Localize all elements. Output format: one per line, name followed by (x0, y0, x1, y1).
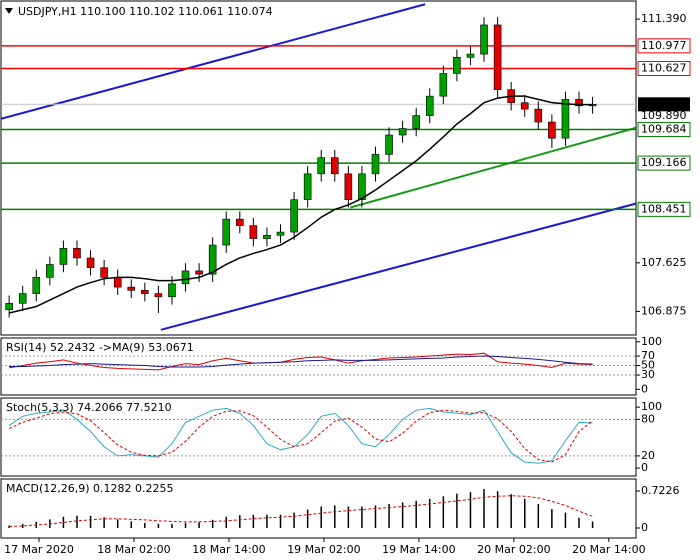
candle-body (358, 173, 366, 201)
candle-body (208, 244, 217, 275)
x-tick-label: 18 Mar 14:00 (192, 543, 265, 556)
y-tick-label: 20 (641, 449, 655, 462)
candle-body (290, 199, 298, 233)
trend-line (1, 3, 426, 120)
candle-body (195, 270, 203, 275)
level-label: 110.977 (641, 39, 687, 52)
indicator-line (9, 352, 593, 371)
indicator-line (9, 355, 593, 368)
panel-title: RSI(14) 52.2432 ->MA(9) 53.0671 (6, 341, 194, 354)
candle-body (385, 134, 393, 155)
x-tick-label: 19 Mar 02:00 (287, 543, 360, 556)
level-label-box (637, 61, 691, 77)
level-label-box (637, 155, 691, 171)
candle-body (520, 102, 529, 110)
candle-body (317, 157, 326, 175)
y-tick-label: 100 (641, 400, 662, 413)
plot-area (1, 3, 636, 331)
level-label-box (637, 122, 691, 138)
candle-body (181, 270, 190, 285)
level-label: 109.684 (641, 123, 687, 136)
panel-frame (0, 478, 637, 539)
current-price-box (638, 97, 690, 112)
candle-body (330, 157, 339, 175)
panel-title: MACD(12,26,9) 0.1282 0.2255 (6, 482, 174, 495)
candle-body (480, 24, 488, 55)
x-tick-label: 20 Mar 14:00 (572, 543, 645, 556)
panel-title: Stoch(5,3,3) 74.2066 77.5210 (6, 401, 172, 414)
candle-body (168, 283, 176, 298)
candle-body (222, 218, 231, 246)
candle-body (371, 154, 380, 175)
y-tick-label: 106.875 (641, 304, 687, 317)
candle-body (439, 73, 448, 97)
candle-body (561, 99, 570, 139)
candle-body (534, 108, 543, 123)
candle-body (46, 264, 54, 278)
candle-body (466, 53, 475, 58)
y-tick-label: 80 (641, 412, 655, 425)
candle-body (32, 277, 41, 294)
level-label: 109.166 (641, 156, 687, 169)
trend-line (350, 126, 636, 209)
candle-body (412, 115, 420, 129)
candle-body (249, 225, 258, 239)
x-tick-label: 17 Mar 2020 (4, 543, 74, 556)
y-tick-label: 0.7226 (641, 484, 680, 497)
y-tick-label: 100 (641, 335, 662, 348)
x-tick-label: 18 Mar 02:00 (97, 543, 170, 556)
y-tick-label: 30 (641, 368, 655, 381)
candle-body (73, 247, 81, 259)
chart-title: USDJPY,H1 110.100 110.102 110.061 110.07… (18, 5, 273, 18)
candle-body (100, 267, 108, 278)
moving-average (8, 95, 593, 314)
candle-body (113, 277, 122, 288)
candle-body (453, 57, 461, 74)
level-label: 108.451 (641, 202, 687, 215)
level-label-box (637, 201, 691, 217)
current-price-label: 110.074 (641, 97, 687, 110)
candle-body (59, 247, 68, 265)
indicator-line (8, 407, 593, 464)
panel-frame (0, 397, 637, 477)
panel-frame (0, 0, 637, 336)
x-tick-label: 19 Mar 14:00 (382, 543, 455, 556)
y-tick-label: 0 (641, 461, 648, 474)
candle-body (127, 286, 136, 291)
candle-body (236, 218, 244, 226)
trend-line (160, 202, 636, 331)
candle-body (154, 293, 163, 298)
y-tick-label: 107.625 (641, 256, 687, 269)
panel-frame (0, 337, 637, 396)
candle-body (263, 235, 271, 239)
indicator-line (9, 495, 593, 527)
candle-body (425, 95, 434, 116)
candle-body (5, 302, 13, 311)
candle-body (575, 99, 583, 107)
price-marker-label: 109.890 (641, 109, 687, 122)
y-tick-label: 0 (641, 382, 648, 395)
y-tick-label: 70 (641, 349, 655, 362)
candle-body (548, 121, 556, 139)
x-tick-label: 20 Mar 02:00 (477, 543, 550, 556)
candle-body (303, 173, 312, 201)
indicator-line (8, 409, 593, 463)
y-tick-label: 50 (641, 359, 655, 372)
y-tick-label: 0 (641, 521, 648, 534)
symbol-icon (5, 8, 13, 14)
candle-body (141, 290, 149, 294)
candle-body (344, 173, 353, 201)
level-label: 110.627 (641, 62, 687, 75)
candle-body (493, 24, 502, 90)
candle-body (276, 231, 285, 236)
level-label-box (637, 38, 691, 54)
candle-body (18, 293, 27, 304)
candle-body (398, 128, 407, 136)
y-tick-label: 111.390 (641, 12, 687, 25)
candle-body (86, 257, 95, 268)
